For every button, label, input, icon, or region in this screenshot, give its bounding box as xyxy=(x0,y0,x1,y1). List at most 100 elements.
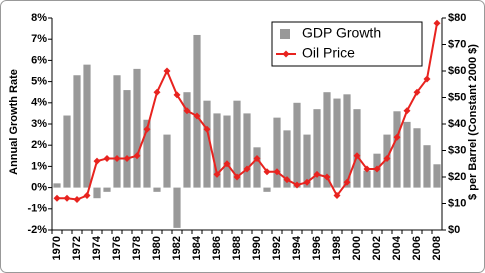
bar xyxy=(163,134,171,188)
y-tick-label: 0% xyxy=(31,182,47,194)
marker xyxy=(63,194,71,202)
bar xyxy=(283,130,291,188)
marker xyxy=(113,154,121,162)
x-tick-label: 2004 xyxy=(391,235,403,260)
x-tick-label: 1994 xyxy=(291,235,303,260)
bar xyxy=(363,170,371,188)
marker xyxy=(303,178,311,186)
bar xyxy=(53,183,61,188)
y2-tick-label: $20 xyxy=(448,171,466,183)
marker xyxy=(353,152,361,160)
marker xyxy=(363,165,371,173)
bar xyxy=(123,90,131,188)
y2-tick-label: $10 xyxy=(448,197,466,209)
marker xyxy=(223,160,231,168)
marker xyxy=(183,107,191,115)
marker xyxy=(403,107,411,115)
x-tick-label: 1970 xyxy=(51,236,63,260)
bar xyxy=(73,75,81,188)
marker xyxy=(293,181,301,189)
marker xyxy=(143,125,151,133)
x-tick-label: 1976 xyxy=(111,236,123,260)
bar xyxy=(303,134,311,188)
marker xyxy=(83,192,91,200)
marker xyxy=(53,194,61,202)
bar xyxy=(113,75,121,188)
bar xyxy=(433,164,441,188)
marker xyxy=(203,125,211,133)
x-tick-label: 1996 xyxy=(311,236,323,260)
marker xyxy=(343,178,351,186)
x-tick-label: 1980 xyxy=(151,236,163,260)
marker xyxy=(163,67,171,75)
marker xyxy=(173,91,181,99)
marker xyxy=(123,154,131,162)
legend-marker xyxy=(282,50,290,58)
bar xyxy=(273,117,281,188)
y-tick-label: 7% xyxy=(31,33,47,45)
bar xyxy=(323,92,331,188)
marker xyxy=(153,88,161,96)
marker xyxy=(253,154,261,162)
bar xyxy=(233,100,241,188)
y2-axis-title: $ per Barrel (Constant 2000 $) xyxy=(467,44,479,200)
bar xyxy=(83,64,91,188)
marker xyxy=(93,157,101,165)
bar xyxy=(153,187,161,192)
y-tick-label: 3% xyxy=(31,118,47,130)
y2-tick-label: $50 xyxy=(448,91,466,103)
y2-tick-label: $80 xyxy=(448,12,466,24)
y2-tick-label: $30 xyxy=(448,144,466,156)
bar xyxy=(93,187,101,199)
y-tick-label: 2% xyxy=(31,139,47,151)
marker xyxy=(313,170,321,178)
x-tick-label: 1986 xyxy=(211,236,223,260)
bar xyxy=(193,34,201,188)
marker xyxy=(333,192,341,200)
bar xyxy=(103,187,111,192)
marker xyxy=(133,152,141,160)
bar xyxy=(133,68,141,188)
marker xyxy=(393,133,401,141)
x-tick-label: 2000 xyxy=(351,236,363,260)
y2-tick-label: $0 xyxy=(448,224,460,236)
bar xyxy=(333,98,341,188)
bar xyxy=(143,119,151,188)
y2-tick-label: $70 xyxy=(448,38,466,50)
y-tick-label: 6% xyxy=(31,54,47,66)
marker xyxy=(413,88,421,96)
y-tick-label: -2% xyxy=(27,224,47,236)
bar xyxy=(203,100,211,188)
marker xyxy=(73,196,81,204)
marker xyxy=(433,19,441,27)
bar xyxy=(353,109,361,188)
y-tick-label: 5% xyxy=(31,76,47,88)
legend-box xyxy=(271,21,423,67)
bar xyxy=(343,94,351,188)
bar xyxy=(213,113,221,188)
bar xyxy=(183,92,191,188)
x-tick-label: 2008 xyxy=(431,236,443,260)
x-tick-label: 2002 xyxy=(371,236,383,260)
x-tick-label: 1982 xyxy=(171,236,183,260)
y2-tick-label: $40 xyxy=(448,118,466,130)
bar xyxy=(243,113,251,188)
bar xyxy=(313,109,321,188)
y-axis-title: Annual Growth Rate xyxy=(8,69,20,175)
marker xyxy=(383,154,391,162)
marker xyxy=(213,170,221,178)
y-tick-label: 8% xyxy=(31,12,47,24)
bar xyxy=(413,128,421,188)
x-tick-label: 1990 xyxy=(251,236,263,260)
x-tick-label: 1974 xyxy=(91,235,103,260)
bar xyxy=(403,121,411,188)
marker xyxy=(423,75,431,83)
y-tick-label: -1% xyxy=(27,203,47,215)
bar xyxy=(63,115,71,188)
bar xyxy=(173,187,181,228)
x-tick-label: 1972 xyxy=(71,236,83,260)
marker xyxy=(233,173,241,181)
legend-label: Oil Price xyxy=(302,45,355,61)
